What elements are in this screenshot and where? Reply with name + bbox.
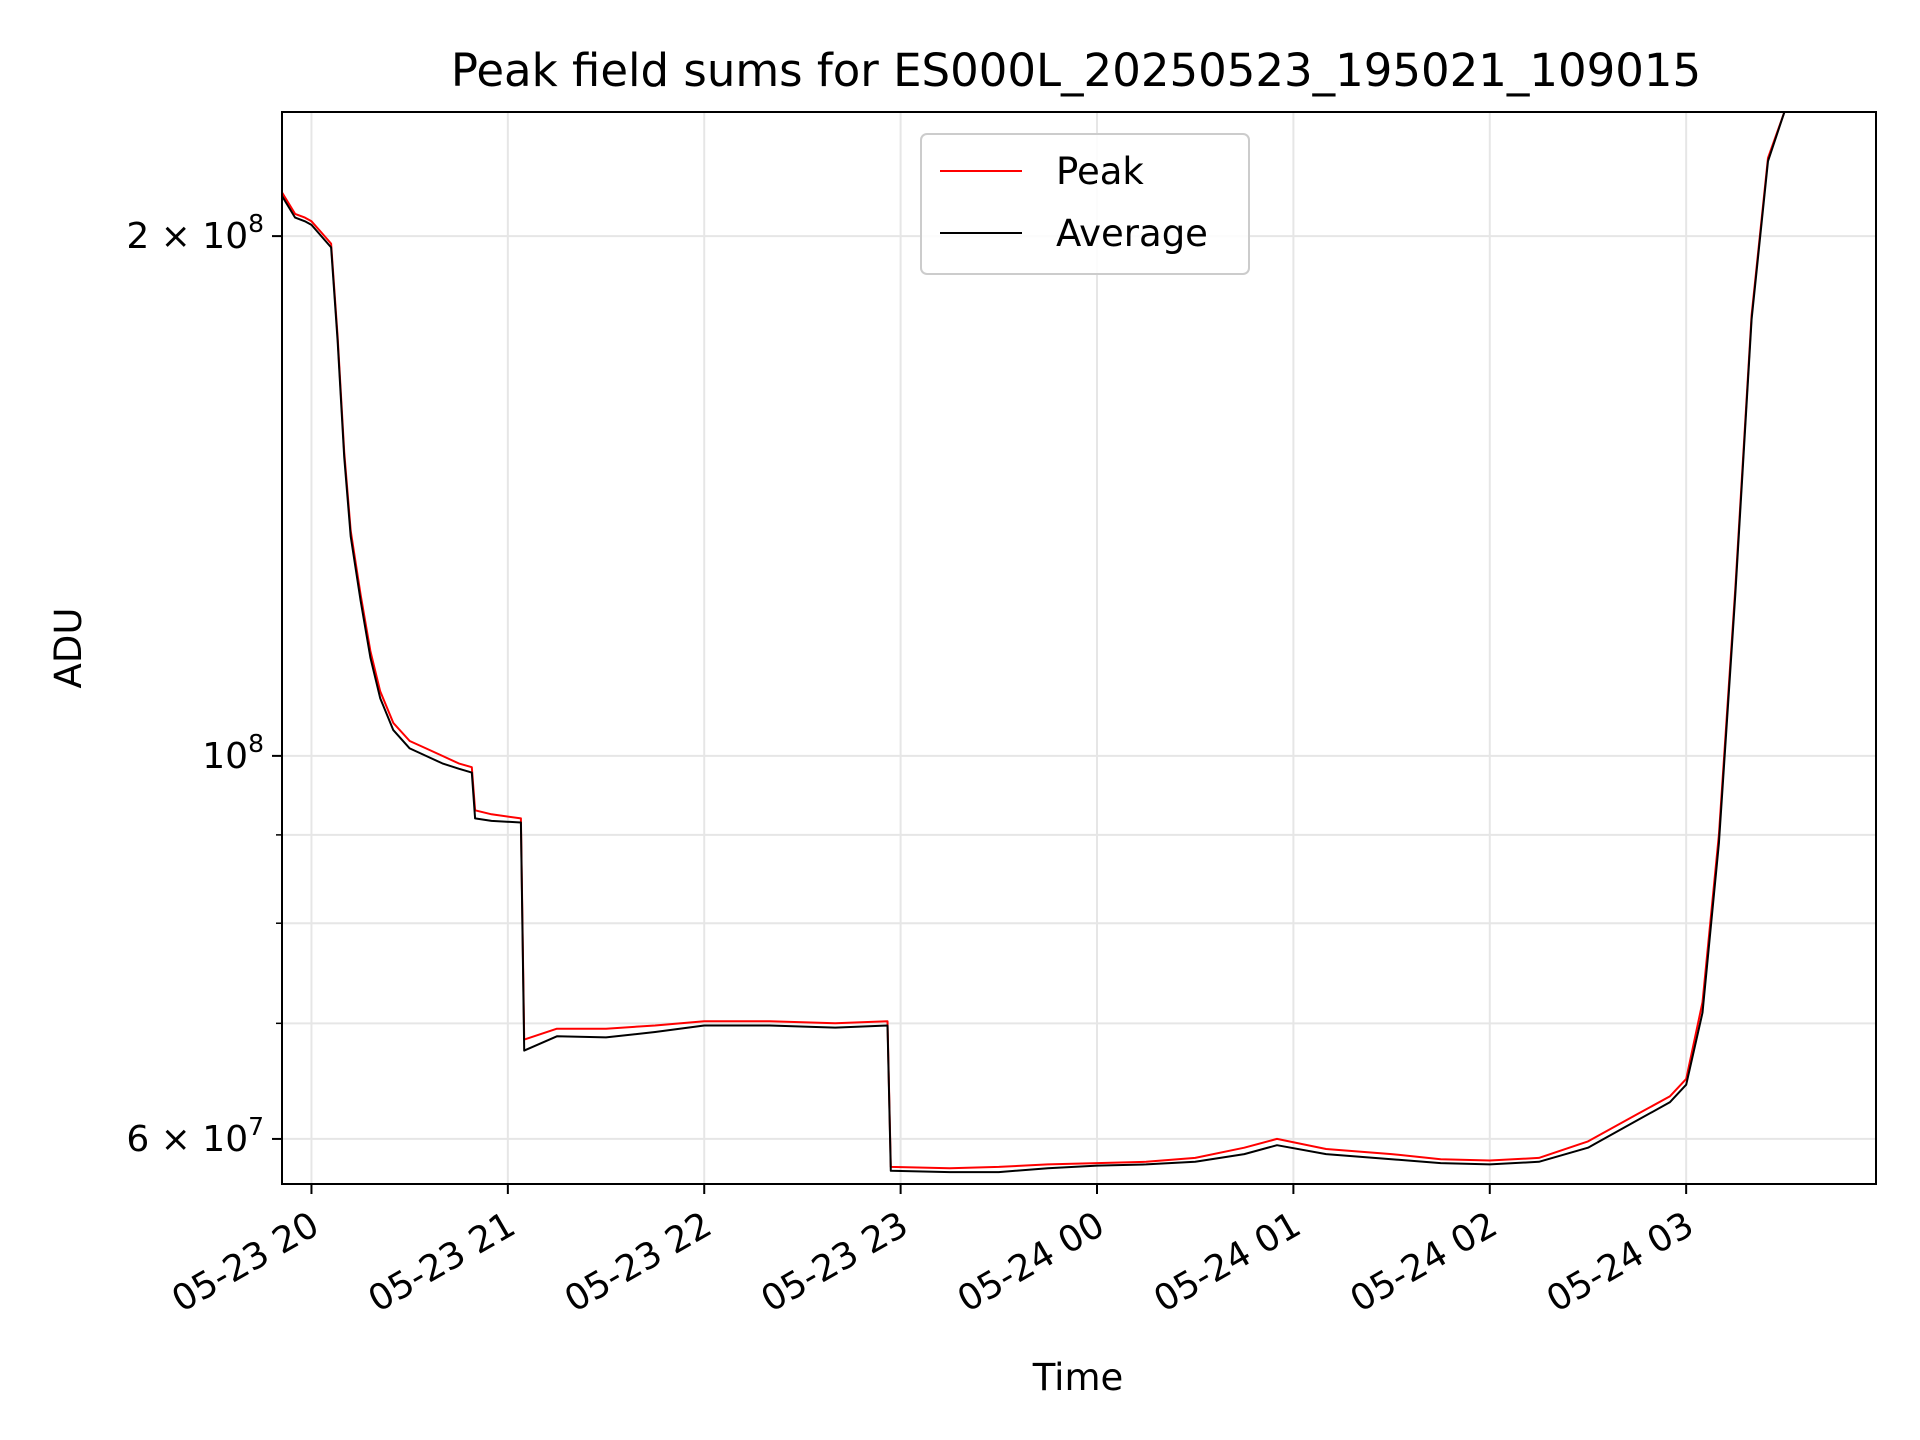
y-tick-exponent: 7 — [248, 1112, 264, 1141]
legend: Peak Average — [920, 133, 1250, 275]
y-tick-exponent: 8 — [248, 729, 264, 758]
y-tick-base: 10 — [202, 736, 248, 777]
plot-frame — [281, 111, 1877, 1185]
series-line-average — [282, 112, 1876, 1174]
y-tick-base: 2 × 10 — [126, 216, 248, 257]
y-tick-label: 2 × 108 — [126, 209, 264, 257]
y-tick-exponent: 8 — [248, 209, 264, 238]
legend-label-peak: Peak — [1056, 150, 1144, 193]
y-tick-label: 108 — [202, 729, 264, 777]
y-tick-label: 6 × 107 — [126, 1112, 264, 1160]
y-tick-base: 6 × 10 — [126, 1119, 248, 1160]
legend-label-average: Average — [1056, 212, 1208, 255]
plot-area — [282, 112, 1876, 1174]
x-axis-label: Time — [1032, 1356, 1124, 1399]
legend-box — [920, 133, 1250, 275]
chart-title: Peak field sums for ES000L_20250523_1950… — [451, 44, 1701, 97]
y-axis-label: ADU — [47, 608, 90, 689]
